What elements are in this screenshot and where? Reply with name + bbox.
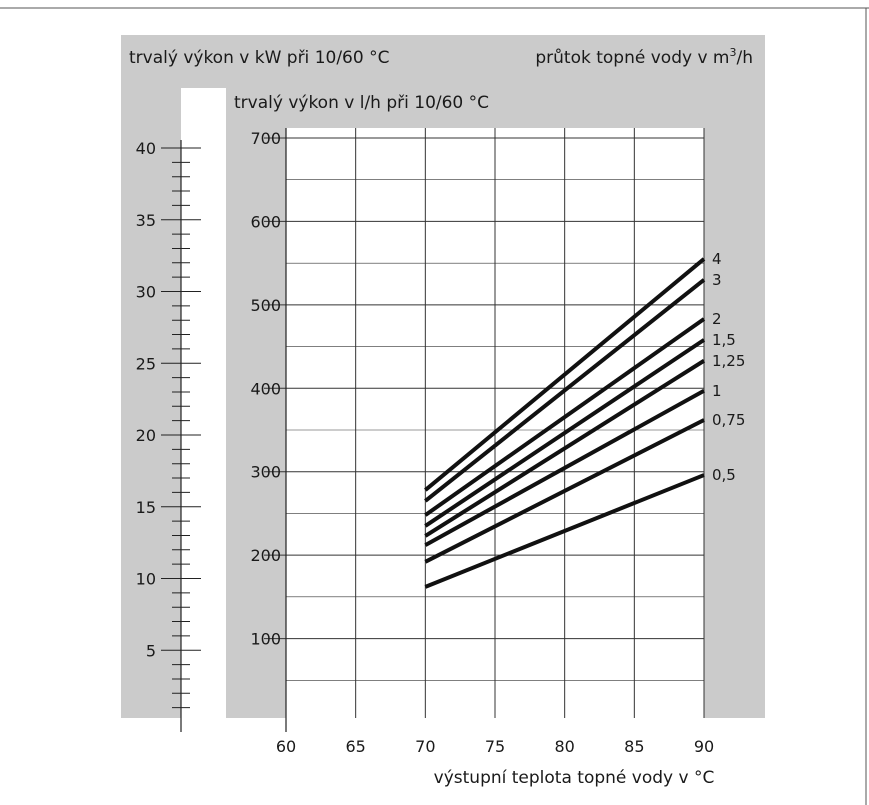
- y-tick-label: 100: [250, 630, 281, 649]
- kw-tick-label: 30: [136, 283, 156, 302]
- series-line-4: [424, 257, 706, 492]
- inner-axis-title: trvalý výkon v l/h při 10/60 °C: [234, 93, 489, 113]
- series-line-2: [424, 317, 706, 517]
- series-label: 0,75: [712, 411, 745, 429]
- x-tick-label: 70: [415, 737, 435, 756]
- x-tick-label: 60: [276, 737, 296, 756]
- series-line-0-5: [424, 473, 705, 589]
- series-line-1-5: [424, 338, 706, 528]
- y-tick-label: 500: [250, 296, 281, 315]
- kw-axis: 5 10 15 20 25 30 35 40: [136, 139, 201, 732]
- series-line-3: [424, 278, 706, 503]
- x-axis-title: výstupní teplota topné vody v °C: [434, 768, 715, 788]
- y-tick-label: 400: [250, 379, 281, 398]
- series-labels: 4 3 2 1,5 1,25 1 0,75 0,5: [712, 250, 745, 484]
- series-label: 1,5: [712, 331, 736, 349]
- series-label: 3: [712, 271, 722, 289]
- right-title: průtok topné vody v m3/h: [535, 46, 753, 68]
- kw-tick-label: 35: [136, 211, 156, 230]
- y-tick-label: 700: [250, 129, 281, 148]
- y-tick-label: 300: [250, 463, 281, 482]
- left-axis-title: trvalý výkon v kW při 10/60 °C: [129, 48, 389, 68]
- series-label: 0,5: [712, 466, 736, 484]
- series-line-0-75: [424, 418, 705, 564]
- series-lines: [424, 257, 706, 589]
- x-tick-label: 65: [345, 737, 365, 756]
- kw-tick-label: 15: [136, 498, 156, 517]
- x-tick-label: 75: [485, 737, 505, 756]
- series-line-1-25: [424, 359, 706, 538]
- series-line-1: [424, 389, 705, 547]
- kw-tick-label: 25: [136, 354, 156, 373]
- x-axis: 60 65 70 75 80 85 90: [276, 737, 714, 756]
- series-label: 2: [712, 310, 722, 328]
- x-tick-label: 80: [554, 737, 574, 756]
- kw-tick-label: 5: [146, 641, 156, 660]
- y-tick-label: 200: [250, 546, 281, 565]
- x-tick-label: 85: [624, 737, 644, 756]
- kw-tick-label: 20: [136, 426, 156, 445]
- series-label: 1: [712, 382, 722, 400]
- y-axis: 100 200 300 400 500 600 700: [250, 129, 281, 649]
- series-label: 4: [712, 250, 722, 268]
- series-label: 1,25: [712, 352, 745, 370]
- kw-tick-label: 10: [136, 570, 156, 589]
- y-tick-label: 600: [250, 212, 281, 231]
- kw-tick-label: 40: [136, 139, 156, 158]
- x-tick-label: 90: [694, 737, 714, 756]
